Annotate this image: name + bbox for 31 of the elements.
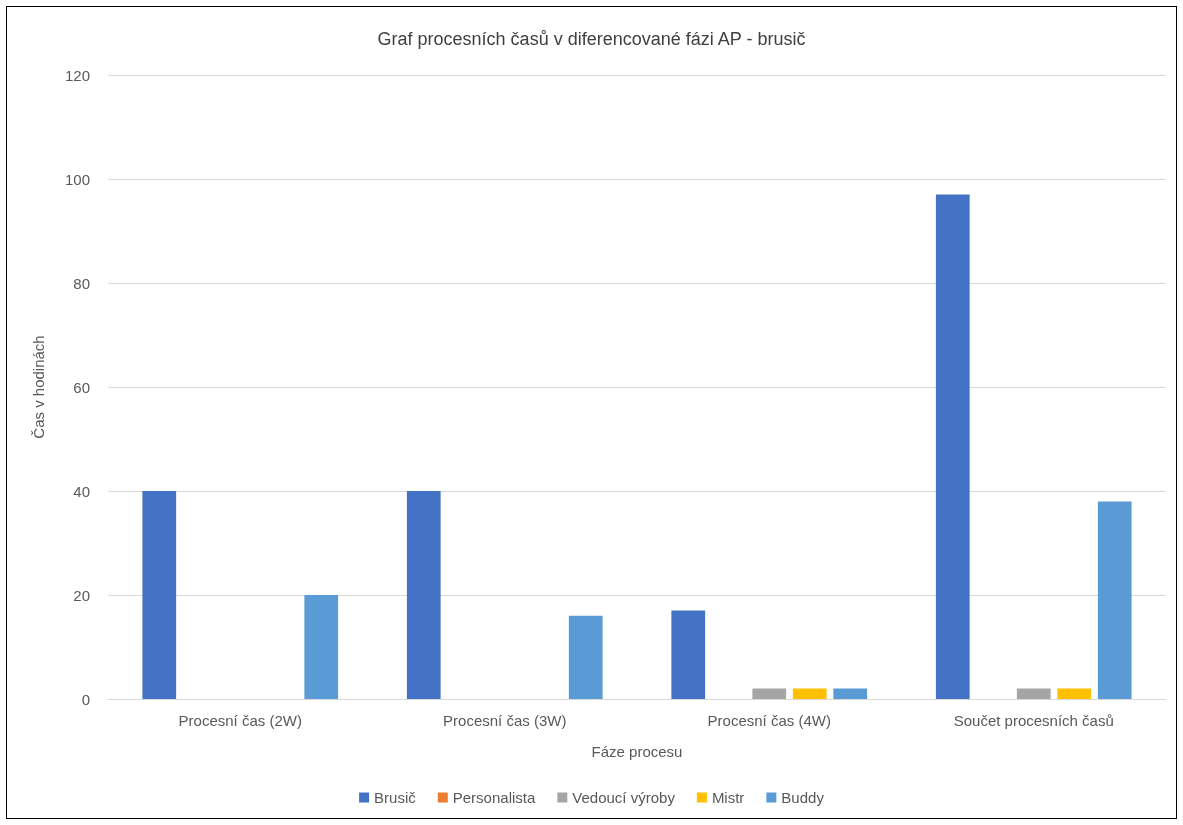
legend-label: Brusič [374,789,417,806]
legend-label: Personalista [452,789,536,806]
legend-label: Buddy [781,789,825,806]
bar [142,491,177,699]
x-tick-label: Součet procesních časů [953,712,1114,729]
x-tick-label: Procesní čas (2W) [178,712,302,729]
bar [304,595,339,699]
y-tick-label: 0 [81,690,90,708]
legend-label: Vedoucí výroby [572,789,676,806]
bar [671,610,706,699]
bar [792,688,827,699]
y-tick-label: 100 [64,170,90,188]
y-tick-label: 80 [73,274,90,292]
bar [1016,688,1051,699]
y-tick-label: 20 [73,586,90,604]
bar [406,491,441,699]
bar [752,688,787,699]
bar [833,688,868,699]
x-tick-label: Procesní čas (3W) [443,712,567,729]
bar [1057,688,1092,699]
chart-title: Graf procesních časů v diferencované fázi AP - brusič [377,29,806,49]
y-tick-label: 60 [73,378,90,396]
bar [568,615,603,699]
bar [1097,501,1132,699]
legend-label: Mistr [711,789,745,806]
y-axis-title: Čas v hodinách [30,335,47,439]
x-axis-title: Fáze procesu [591,743,683,760]
x-tick-label: Procesní čas (4W) [707,712,831,729]
y-tick-label: 120 [64,66,90,84]
bar [935,194,970,699]
y-tick-label: 40 [73,482,90,500]
